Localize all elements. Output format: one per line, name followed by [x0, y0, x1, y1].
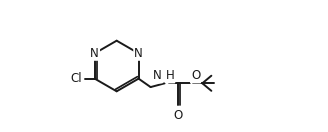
Text: N: N	[90, 47, 99, 60]
Text: O: O	[173, 109, 182, 122]
Text: O: O	[191, 69, 200, 82]
Text: N: N	[153, 69, 162, 82]
Text: N: N	[134, 47, 143, 60]
Text: H: H	[166, 69, 174, 82]
Text: Cl: Cl	[70, 72, 82, 85]
